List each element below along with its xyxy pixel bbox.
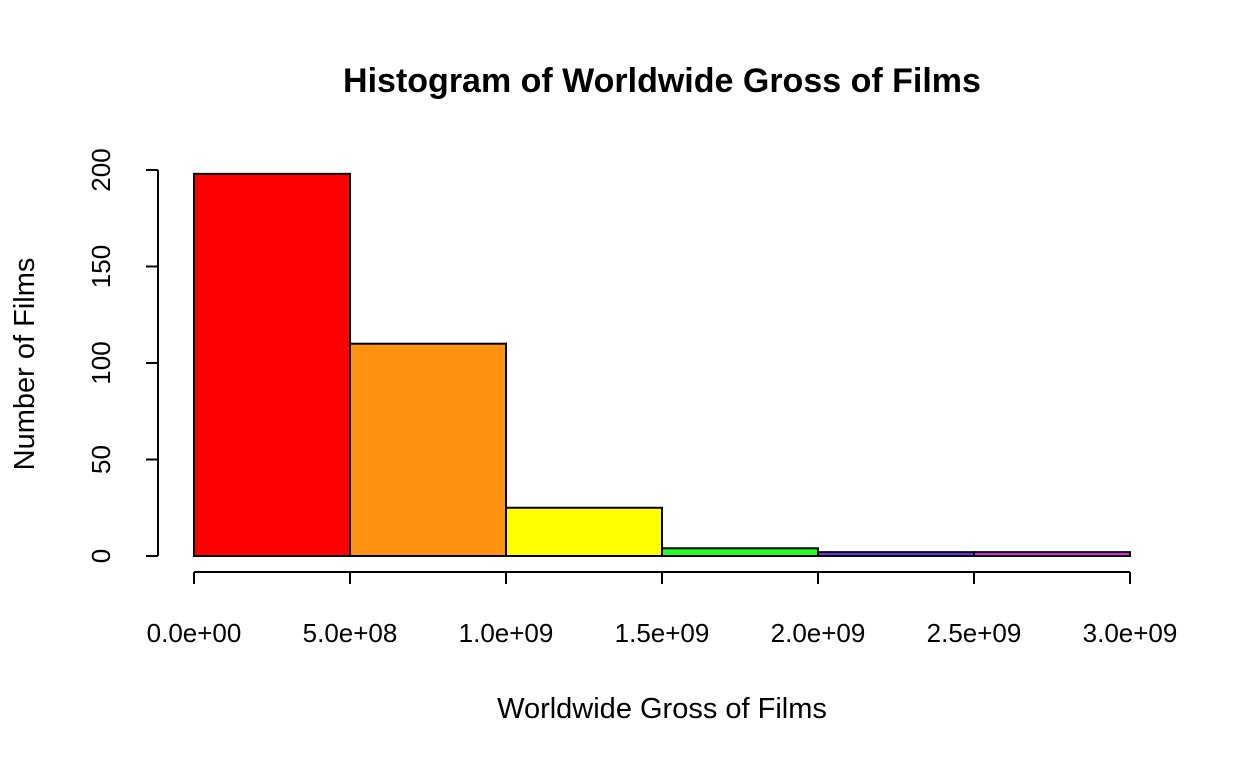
y-axis-title: Number of Films xyxy=(9,258,41,471)
bars-group xyxy=(193,172,1131,558)
x-tick-label-5: 2.5e+09 xyxy=(927,618,1022,648)
histogram-bar-2 xyxy=(505,506,663,557)
x-tick-label-4: 2.0e+09 xyxy=(771,618,866,648)
x-tick-label-2: 1.0e+09 xyxy=(459,618,554,648)
x-axis: 0.0e+00 5.0e+08 1.0e+09 1.5e+09 2.0e+09 2.5e+… xyxy=(147,571,1178,648)
x-tick-label-3: 1.5e+09 xyxy=(615,618,710,648)
histogram-bar-5 xyxy=(973,551,1131,558)
x-tick-label-6: 3.0e+09 xyxy=(1083,618,1178,648)
y-tick-label-3: 150 xyxy=(86,245,116,288)
y-tick-label-1: 50 xyxy=(86,445,116,474)
histogram-bar-0 xyxy=(193,172,351,558)
histogram-bar-1 xyxy=(349,342,507,558)
y-tick-label-4: 200 xyxy=(86,148,116,191)
x-tick-label-1: 5.0e+08 xyxy=(303,618,398,648)
x-axis-title: Worldwide Gross of Films xyxy=(497,693,827,725)
histogram-bar-4 xyxy=(817,551,975,558)
histogram-bar-3 xyxy=(661,547,819,558)
y-tick-label-2: 100 xyxy=(86,341,116,384)
chart-title: Histogram of Worldwide Gross of Films xyxy=(343,62,981,100)
x-tick-label-0: 0.0e+00 xyxy=(147,618,242,648)
y-tick-label-0: 0 xyxy=(86,549,116,563)
y-axis: 0 50 100 150 200 xyxy=(86,148,159,563)
